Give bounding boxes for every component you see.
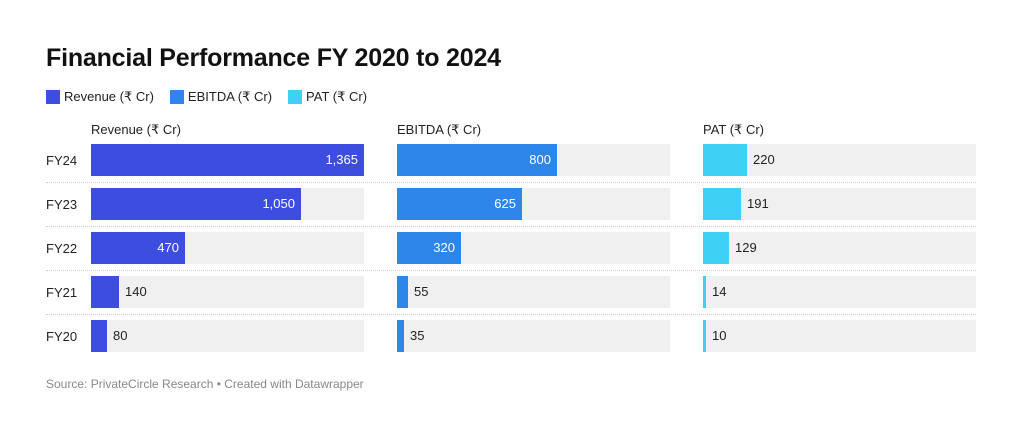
bar-pat bbox=[703, 232, 729, 264]
bar-track-ebitda: 35 bbox=[397, 320, 670, 352]
bar-pat bbox=[703, 276, 706, 308]
bar-pat bbox=[703, 144, 747, 176]
bar-track-ebitda: 625 bbox=[397, 188, 670, 220]
data-label-ebitda: 35 bbox=[410, 328, 425, 343]
bar-track-revenue: 80 bbox=[91, 320, 364, 352]
bar-track-pat: 129 bbox=[703, 232, 976, 264]
legend-swatch-ebitda bbox=[169, 90, 184, 104]
data-label-revenue: 470 bbox=[157, 240, 179, 255]
bar-pat bbox=[703, 320, 706, 352]
bar-ebitda bbox=[397, 144, 557, 176]
data-label-pat: 191 bbox=[747, 196, 769, 211]
source-footer: Source: PrivateCircle Research • Created… bbox=[46, 377, 364, 391]
legend: Revenue (₹ Cr) EBITDA (₹ Cr) PAT (₹ Cr) bbox=[46, 89, 367, 105]
bar-track-pat: 14 bbox=[703, 276, 976, 308]
bar-ebitda bbox=[397, 320, 404, 352]
data-label-ebitda: 625 bbox=[494, 196, 516, 211]
legend-item-pat: PAT (₹ Cr) bbox=[288, 89, 367, 105]
chart-title: Financial Performance FY 2020 to 2024 bbox=[46, 44, 501, 72]
data-label-ebitda: 800 bbox=[529, 152, 551, 167]
data-label-ebitda: 320 bbox=[433, 240, 455, 255]
bar-track-ebitda: 800 bbox=[397, 144, 670, 176]
row-separator bbox=[46, 182, 976, 183]
bar-track-ebitda: 55 bbox=[397, 276, 670, 308]
data-label-pat: 220 bbox=[753, 152, 775, 167]
panel-header-ebitda: EBITDA (₹ Cr) bbox=[397, 122, 482, 137]
bar-track-ebitda: 320 bbox=[397, 232, 670, 264]
data-label-pat: 14 bbox=[712, 284, 727, 299]
legend-swatch-pat bbox=[288, 90, 303, 104]
row-label-fy23: FY23 bbox=[46, 197, 78, 212]
bar-revenue bbox=[91, 188, 301, 220]
bar-ebitda bbox=[397, 276, 408, 308]
legend-label-ebitda: EBITDA (₹ Cr) bbox=[187, 89, 273, 104]
bar-track-revenue: 1,050 bbox=[91, 188, 364, 220]
legend-item-revenue: Revenue (₹ Cr) bbox=[46, 89, 154, 105]
row-label-fy24: FY24 bbox=[46, 153, 78, 168]
data-label-ebitda: 55 bbox=[414, 284, 429, 299]
bar-revenue bbox=[91, 276, 119, 308]
bar-pat bbox=[703, 188, 741, 220]
bar-revenue bbox=[91, 320, 107, 352]
bar-revenue bbox=[91, 232, 185, 264]
bar-track-pat: 191 bbox=[703, 188, 976, 220]
row-separator bbox=[46, 226, 976, 227]
bar-ebitda bbox=[397, 188, 522, 220]
bar-track-revenue: 1,365 bbox=[91, 144, 364, 176]
bar-track-revenue: 140 bbox=[91, 276, 364, 308]
bar-track-pat: 10 bbox=[703, 320, 976, 352]
legend-item-ebitda: EBITDA (₹ Cr) bbox=[169, 89, 273, 105]
panel-header-pat: PAT (₹ Cr) bbox=[703, 122, 764, 137]
row-separator bbox=[46, 314, 976, 315]
data-label-pat: 129 bbox=[735, 240, 757, 255]
legend-label-pat: PAT (₹ Cr) bbox=[306, 89, 368, 104]
bar-track-pat: 220 bbox=[703, 144, 976, 176]
panel-header-revenue: Revenue (₹ Cr) bbox=[91, 122, 181, 137]
data-label-pat: 10 bbox=[712, 328, 727, 343]
bar-track-revenue: 470 bbox=[91, 232, 364, 264]
legend-label-revenue: Revenue (₹ Cr) bbox=[64, 89, 154, 104]
data-label-revenue: 1,365 bbox=[325, 152, 358, 167]
data-label-revenue: 1,050 bbox=[262, 196, 295, 211]
bar-revenue bbox=[91, 144, 364, 176]
data-label-revenue: 140 bbox=[125, 284, 147, 299]
data-label-revenue: 80 bbox=[113, 328, 128, 343]
row-label-fy20: FY20 bbox=[46, 329, 78, 344]
row-label-fy22: FY22 bbox=[46, 241, 78, 256]
bar-ebitda bbox=[397, 232, 461, 264]
row-label-fy21: FY21 bbox=[46, 285, 78, 300]
row-separator bbox=[46, 270, 976, 271]
legend-swatch-revenue bbox=[46, 90, 60, 104]
